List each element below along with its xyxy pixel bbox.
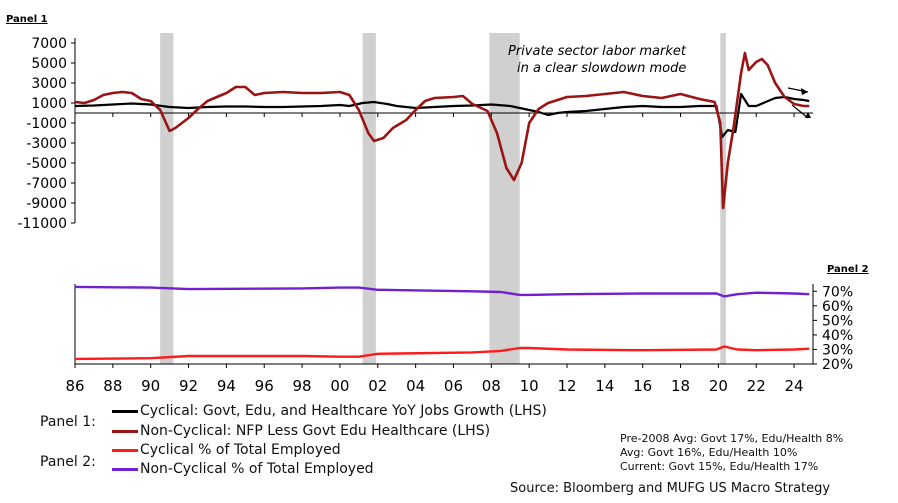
x-tick-label-19: 24 — [785, 377, 804, 395]
legend-item-cyclical-growth: Cyclical: Govt, Edu, and Healthcare YoY … — [112, 402, 547, 420]
x-tick-label-15: 16 — [633, 377, 652, 395]
x-tick-label-18: 22 — [747, 377, 766, 395]
panel1-y-tick-label-2: 3000 — [31, 76, 67, 92]
panel2-y-tick-label-0: 70% — [822, 284, 853, 300]
series-noncyclical-growth — [74, 51, 810, 210]
x-tick-label-13: 12 — [557, 377, 576, 395]
panel1-y-tick-label-1: 5000 — [31, 56, 67, 72]
series-noncyclical-share — [74, 285, 810, 298]
x-tick-label-14: 14 — [595, 377, 614, 395]
panel1-y-tick-label-0: 7000 — [31, 36, 67, 52]
legend-label-cyclical-share: Cyclical % of Total Employed — [140, 442, 341, 458]
panel1-label: Panel 1 — [6, 14, 48, 25]
panel2-y-tick-label-5: 20% — [822, 357, 853, 373]
series-cyclical-share — [74, 345, 810, 361]
x-tick-label-10: 06 — [444, 377, 463, 395]
recession-band-0 — [160, 33, 174, 364]
annotation-arrowhead-upper — [801, 88, 808, 95]
legend-swatch-cyclical-growth — [112, 409, 138, 413]
legend-item-cyclical-share: Cyclical % of Total Employed — [112, 441, 341, 459]
x-tick-label-11: 08 — [482, 377, 501, 395]
x-tick-label-2: 90 — [141, 377, 160, 395]
legend-label-noncyclical-share: Non-Cyclical % of Total Employed — [140, 461, 374, 477]
x-tick-label-17: 20 — [709, 377, 728, 395]
source-note: Source: Bloomberg and MUFG US Macro Stra… — [510, 481, 831, 496]
note-current: Current: Govt 15%, Edu/Health 17% — [620, 460, 819, 473]
series-cyclical-growth — [74, 92, 810, 139]
panel1-y-tick-label-9: -11000 — [17, 216, 67, 232]
panel1-y-tick-label-7: -7000 — [26, 176, 67, 192]
legend-item-noncyclical-share: Non-Cyclical % of Total Employed — [112, 460, 374, 478]
x-tick-label-8: 02 — [368, 377, 387, 395]
panel1-y-tick-label-5: -3000 — [26, 136, 67, 152]
legend-label-noncyclical-growth: Non-Cyclical: NFP Less Govt Edu Healthca… — [140, 423, 491, 439]
panel1-y-tick-label-6: -5000 — [26, 156, 67, 172]
x-tick-label-5: 96 — [255, 377, 274, 395]
x-tick-label-4: 94 — [217, 377, 236, 395]
annotation-arrow-lower — [791, 104, 809, 119]
legend-swatch-cyclical-share — [112, 448, 138, 452]
note-average: Avg: Govt 16%, Edu/Health 10% — [620, 446, 798, 459]
legend-panel1-prefix: Panel 1: — [40, 414, 96, 430]
x-tick-label-1: 88 — [103, 377, 122, 395]
legend-swatch-noncyclical-growth — [112, 429, 138, 433]
x-tick-label-12: 10 — [520, 377, 539, 395]
panel1-y-tick-label-8: -9000 — [26, 196, 67, 212]
legend-swatch-noncyclical-share — [112, 467, 138, 471]
x-tick-label-3: 92 — [179, 377, 198, 395]
x-tick-label-16: 18 — [671, 377, 690, 395]
panel2-y-tick-label-3: 40% — [822, 328, 853, 344]
x-tick-label-6: 98 — [293, 377, 312, 395]
x-tick-label-7: 00 — [330, 377, 349, 395]
legend-panel2-prefix: Panel 2: — [40, 454, 96, 470]
note-pre-2008: Pre-2008 Avg: Govt 17%, Edu/Health 8% — [620, 432, 844, 445]
annotation-line-0: Private sector labor market — [508, 44, 687, 59]
panel1-y-tick-label-3: 1000 — [31, 96, 67, 112]
notes: Pre-2008 Avg: Govt 17%, Edu/Health 8% Av… — [620, 432, 843, 474]
recession-band-1 — [362, 33, 376, 364]
annotation-arrowhead-lower — [805, 112, 811, 118]
legend-label-cyclical-growth: Cyclical: Govt, Edu, and Healthcare YoY … — [140, 403, 547, 419]
panel1-y-tick-label-4: -1000 — [26, 116, 67, 132]
panel2-y-tick-label-1: 60% — [822, 299, 853, 315]
annotation-line-1: in a clear slowdown mode — [517, 61, 686, 76]
recession-band-2 — [489, 33, 520, 364]
panel2-y-tick-label-4: 30% — [822, 342, 853, 358]
panel2-y-tick-label-2: 50% — [822, 313, 853, 329]
legend-item-noncyclical-growth: Non-Cyclical: NFP Less Govt Edu Healthca… — [112, 422, 490, 440]
x-tick-label-9: 04 — [406, 377, 425, 395]
x-tick-label-0: 86 — [65, 377, 84, 395]
panel2-label: Panel 2 — [827, 264, 869, 275]
